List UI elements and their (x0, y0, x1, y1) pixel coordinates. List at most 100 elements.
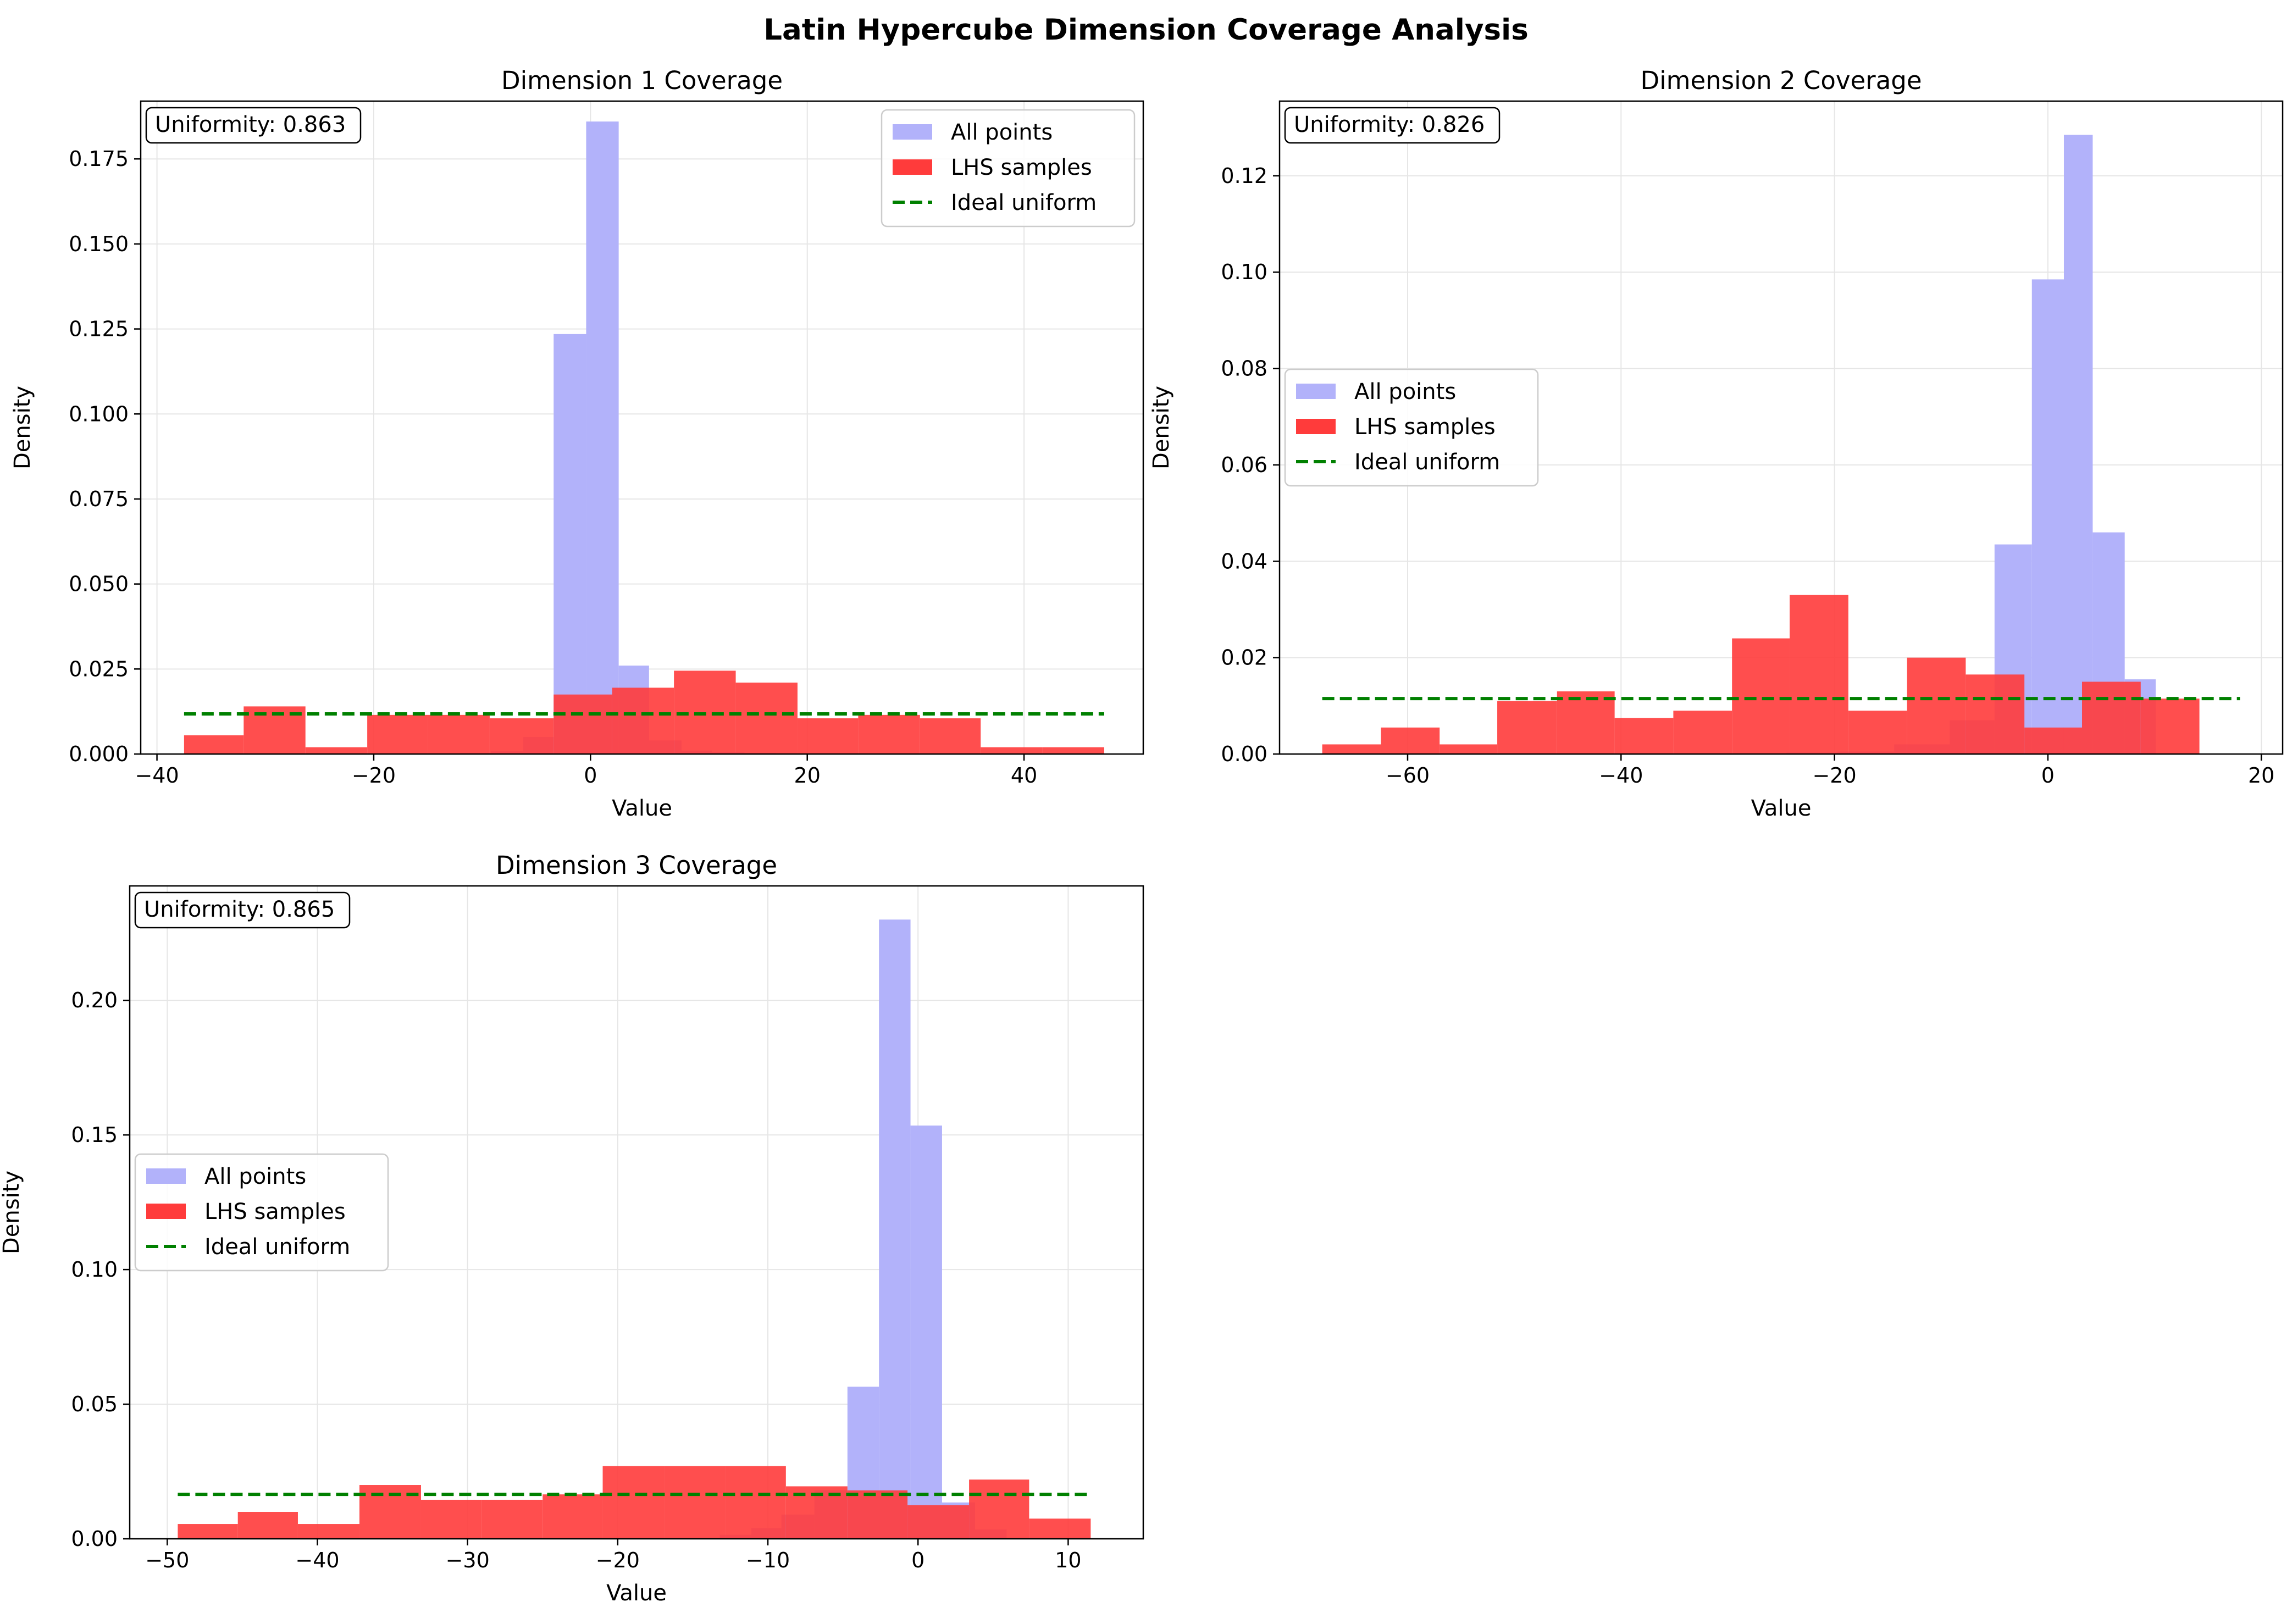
bar-lhs-samples (1322, 744, 1381, 754)
x-tick-label: −60 (1386, 763, 1430, 788)
bar-lhs-samples (1966, 674, 2025, 754)
bar-lhs-samples (2140, 699, 2200, 754)
x-axis-label: Value (1751, 796, 1812, 821)
bar-lhs-samples (1790, 595, 1848, 754)
bar-lhs-samples (178, 1524, 238, 1539)
y-tick-label: 0.12 (1221, 164, 1267, 188)
y-tick-label: 0.15 (71, 1123, 118, 1147)
y-tick-label: 0.075 (69, 487, 129, 511)
x-tick-label: −30 (446, 1548, 490, 1572)
panel-1: −40 −20 0 20 40 0.000 0.025 0.050 0.075 0.100 0.12… (10, 66, 1144, 821)
bar-lhs-samples (367, 714, 428, 754)
x-tick-label: 20 (2248, 763, 2274, 788)
uniformity-box-frame (134, 891, 351, 929)
y-axis-label: Density (10, 386, 35, 469)
y-tick-label: 0.125 (69, 317, 129, 341)
legend-label: Ideal uniform (951, 190, 1097, 215)
panel-2: −60 −40 −20 0 20 0.00 0.02 0.04 0.06 0.08 0.10 0.12… (1149, 66, 2284, 821)
series-lhs-samples (1322, 595, 2200, 754)
legend-label: All points (951, 120, 1053, 145)
bar-lhs-samples (920, 718, 981, 754)
legend-label: Ideal uniform (204, 1234, 350, 1260)
y-axis-label: Density (0, 1171, 24, 1254)
axes-frame (140, 100, 1144, 755)
panel-title: Dimension 1 Coverage (501, 66, 783, 95)
x-tick-label: −40 (1599, 763, 1643, 788)
legend-label: LHS samples (204, 1199, 346, 1224)
x-tick-label: −20 (596, 1548, 640, 1572)
legend: All points LHS samples Ideal uniform (1284, 368, 1539, 487)
bar-all-points (879, 919, 911, 1539)
uniformity-label: Uniformity: 0.863 (155, 112, 346, 137)
x-axis-label: Value (606, 1581, 667, 1606)
y-tick-label: 0.100 (69, 402, 129, 426)
y-tick-label: 0.00 (1221, 742, 1267, 766)
bar-lhs-samples (2024, 727, 2082, 754)
legend-swatch-all-points (146, 1168, 186, 1184)
bar-lhs-samples (1614, 718, 1674, 754)
legend-swatch-all-points (893, 124, 932, 140)
x-tick-label: 20 (794, 763, 821, 788)
legend-swatch-all-points (1296, 384, 1336, 399)
bar-all-points (553, 334, 586, 754)
x-tick-label: −20 (1812, 763, 1856, 788)
uniformity-box: Uniformity: 0.865 (134, 891, 351, 929)
bar-lhs-samples (1557, 691, 1615, 754)
bar-lhs-samples (2082, 681, 2141, 754)
bar-all-points (910, 1126, 942, 1539)
bar-all-points (586, 121, 619, 754)
bar-lhs-samples (969, 1479, 1029, 1539)
uniformity-box: Uniformity: 0.863 (145, 107, 362, 144)
bar-all-points (2031, 279, 2064, 754)
uniformity-box-frame (145, 107, 362, 144)
bar-lhs-samples (542, 1494, 603, 1539)
series-lhs-samples (178, 1466, 1091, 1539)
bar-lhs-samples (797, 718, 859, 754)
legend: All points LHS samples Ideal uniform (134, 1153, 389, 1272)
bar-lhs-samples (420, 1499, 481, 1539)
bar-lhs-samples (481, 1499, 543, 1539)
bar-lhs-samples (612, 688, 674, 754)
legend-label: Ideal uniform (1354, 450, 1500, 475)
bar-lhs-samples (1042, 747, 1105, 754)
legend-swatch-lhs-samples (146, 1204, 186, 1219)
panel-title: Dimension 3 Coverage (496, 851, 777, 880)
x-tick-label: −40 (135, 763, 179, 788)
y-tick-label: 0.10 (1221, 260, 1267, 284)
series-all-points (460, 121, 776, 754)
axes-frame (129, 885, 1144, 1540)
x-tick-label: −50 (145, 1548, 189, 1572)
y-tick-label: 0.02 (1221, 646, 1267, 670)
x-axis-label: Value (612, 796, 672, 821)
x-tick-label: 0 (584, 763, 597, 788)
bar-lhs-samples (907, 1505, 970, 1539)
bar-lhs-samples (735, 683, 798, 754)
bar-lhs-samples (184, 735, 244, 754)
x-tick-label: 10 (1055, 1548, 1081, 1572)
bar-lhs-samples (305, 747, 368, 754)
y-tick-label: 0.150 (69, 232, 129, 256)
uniformity-box: Uniformity: 0.826 (1284, 107, 1501, 144)
y-tick-label: 0.000 (69, 742, 129, 766)
x-tick-label: −20 (352, 763, 396, 788)
x-tick-label: 40 (1011, 763, 1037, 788)
bar-lhs-samples (726, 1466, 786, 1539)
bar-lhs-samples (1673, 711, 1732, 754)
bar-lhs-samples (1907, 657, 1966, 754)
legend-label: LHS samples (1354, 414, 1496, 440)
series-all-points (719, 919, 1007, 1539)
x-tick-label: 0 (2041, 763, 2055, 788)
uniformity-box-frame (1284, 107, 1501, 144)
bar-lhs-samples (553, 694, 612, 754)
bar-lhs-samples (602, 1466, 665, 1539)
y-tick-label: 0.00 (71, 1527, 118, 1551)
axes-frame (1278, 100, 2284, 755)
x-tick-label: −10 (746, 1548, 790, 1572)
y-tick-label: 0.04 (1221, 549, 1267, 573)
bar-lhs-samples (297, 1524, 359, 1539)
y-tick-label: 0.175 (69, 147, 129, 171)
panel-title: Dimension 2 Coverage (1640, 66, 1922, 95)
bar-lhs-samples (1497, 701, 1557, 754)
y-tick-label: 0.025 (69, 657, 129, 681)
legend-label: All points (1354, 379, 1456, 404)
